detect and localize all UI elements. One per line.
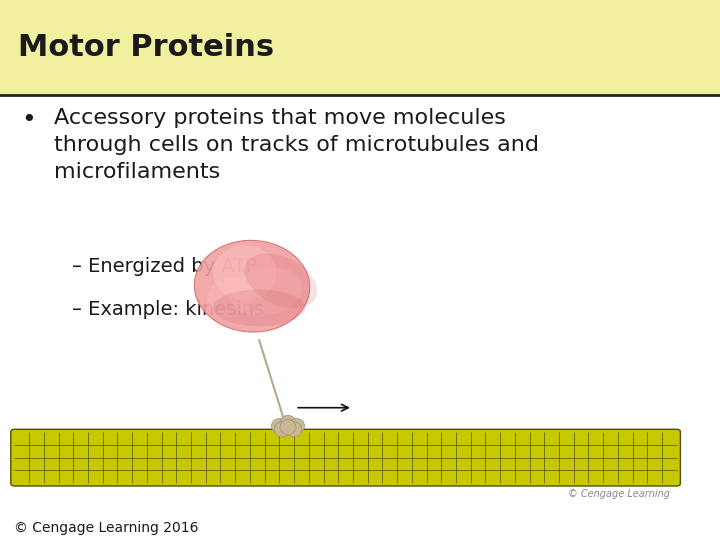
Ellipse shape [271, 418, 287, 434]
Text: Motor Proteins: Motor Proteins [18, 33, 274, 62]
Text: – Energized by ATP: – Energized by ATP [72, 256, 257, 275]
Ellipse shape [289, 418, 305, 434]
Ellipse shape [207, 276, 254, 318]
Ellipse shape [194, 240, 310, 332]
Ellipse shape [230, 267, 302, 316]
Text: Accessory proteins that move molecules
through cells on tracks of microtubules a: Accessory proteins that move molecules t… [54, 108, 539, 183]
Ellipse shape [244, 253, 318, 308]
Text: © Cengage Learning 2016: © Cengage Learning 2016 [14, 521, 199, 535]
Ellipse shape [213, 289, 305, 326]
Text: © Cengage Learning: © Cengage Learning [567, 489, 670, 499]
Ellipse shape [280, 415, 296, 430]
Ellipse shape [280, 420, 296, 435]
FancyBboxPatch shape [11, 429, 680, 486]
Text: •: • [22, 108, 36, 132]
Ellipse shape [274, 422, 290, 437]
Text: – Example: kinesins: – Example: kinesins [72, 300, 264, 319]
FancyBboxPatch shape [0, 0, 720, 94]
Ellipse shape [213, 245, 276, 300]
Ellipse shape [286, 422, 302, 437]
